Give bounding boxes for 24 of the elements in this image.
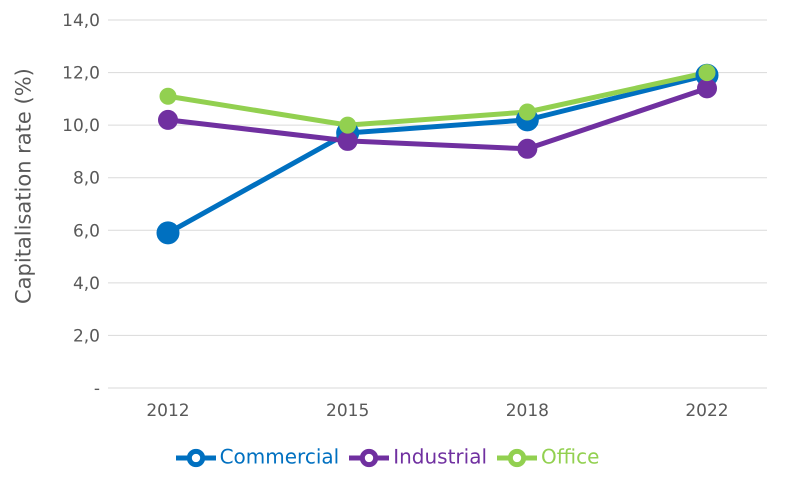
point bbox=[339, 116, 356, 134]
y-axis-title: Capitalisation rate (%) bbox=[11, 68, 36, 304]
legend-label: Commercial bbox=[220, 444, 340, 468]
y-tick-label: 8,0 bbox=[72, 168, 100, 189]
point bbox=[517, 138, 538, 159]
y-tick-label: 6,0 bbox=[72, 221, 100, 242]
y-tick-label: 14,0 bbox=[62, 11, 100, 32]
point bbox=[518, 104, 536, 120]
y-tick-label: 12,0 bbox=[62, 64, 100, 84]
point bbox=[158, 110, 178, 130]
legend-label: Office bbox=[541, 444, 600, 468]
y-tick-label: 4,0 bbox=[72, 274, 100, 294]
x-tick-label: 2015 bbox=[326, 401, 370, 422]
point bbox=[156, 221, 180, 244]
x-tick-label: 2018 bbox=[506, 401, 549, 422]
x-tick-label: 2022 bbox=[685, 401, 729, 422]
y-tick-label: 10,0 bbox=[62, 116, 100, 136]
point bbox=[160, 88, 176, 105]
x-tick-label: 2012 bbox=[146, 401, 190, 422]
y-tick-label: 2,0 bbox=[72, 326, 100, 346]
y-tick-label: - bbox=[94, 379, 100, 400]
point bbox=[338, 130, 358, 151]
legend-label: Industrial bbox=[393, 444, 488, 468]
point bbox=[697, 78, 717, 98]
